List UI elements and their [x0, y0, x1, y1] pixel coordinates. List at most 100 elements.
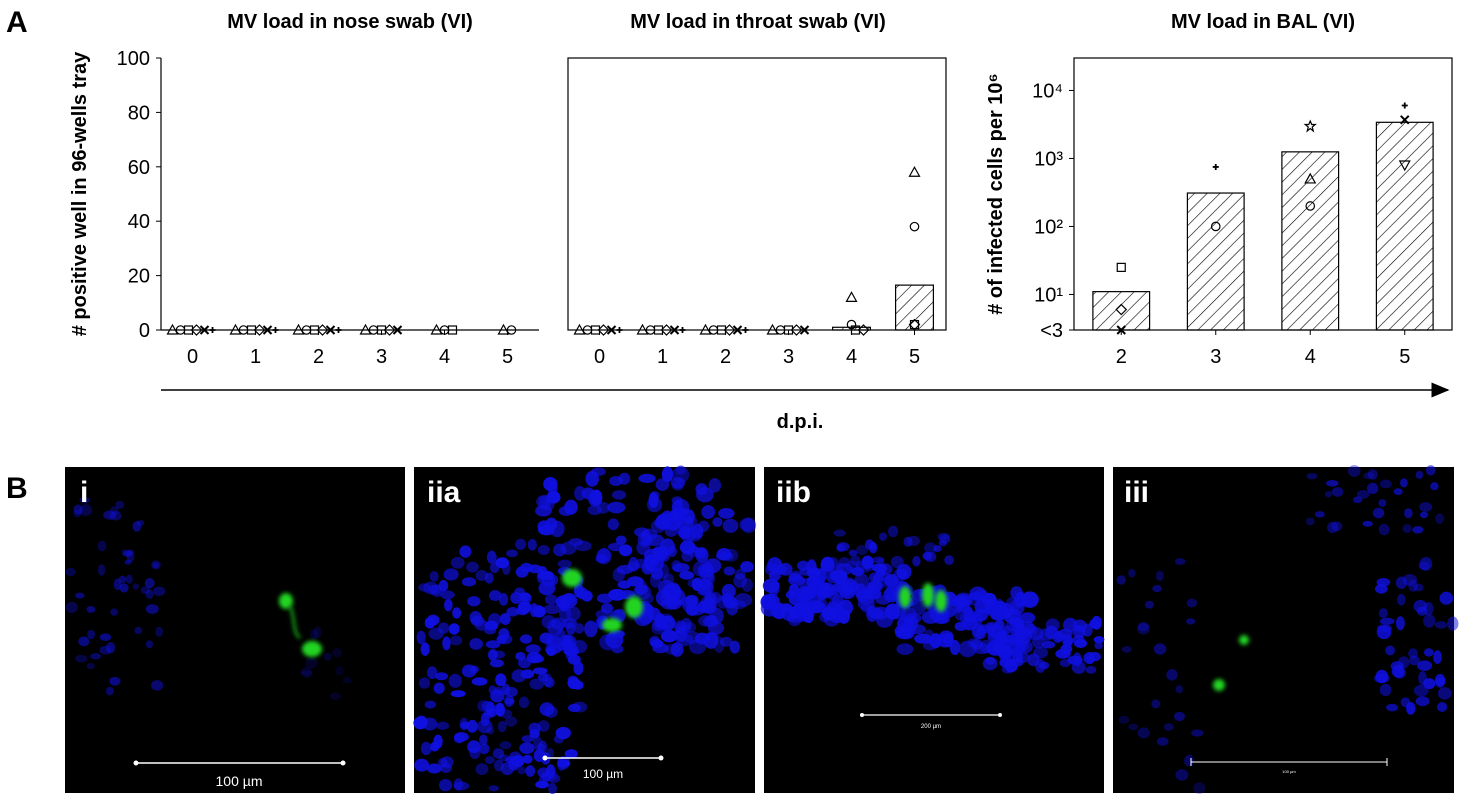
y-tick-label: 10³ — [1034, 148, 1063, 170]
x-tick-label: 4 — [846, 346, 857, 368]
y-tick-label: 80 — [128, 102, 150, 124]
data-point — [606, 325, 617, 335]
data-point — [1304, 172, 1317, 184]
x-ticks-bal: 2 3 4 5 — [1116, 330, 1410, 368]
plot-frame-bal — [1073, 57, 1453, 331]
micrograph-iii-nuclei — [1116, 465, 1459, 794]
chart-title-nose: MV load in nose swab (VI) — [227, 11, 473, 33]
micrograph-iii-scale-label: 100 µm — [1282, 769, 1296, 774]
data-point — [699, 323, 712, 335]
bars-bal — [1092, 121, 1434, 331]
y-axis-label-bal-text: # of infected cells per 10⁶ — [985, 73, 1007, 315]
chart-throat-swab: MV load in throat swab (VI) 0 1 2 3 4 5 — [567, 11, 947, 368]
chart-title-throat: MV load in throat swab (VI) — [630, 11, 886, 33]
data-point — [799, 325, 810, 335]
y-axis-label-swab: # positive well in 96-wells tray — [69, 51, 91, 336]
y-tick-label: 100 — [117, 48, 150, 70]
data-point — [1115, 303, 1128, 316]
data-point — [679, 327, 686, 333]
data-point — [1210, 221, 1221, 232]
data-point — [723, 324, 736, 336]
x-tick-label: 2 — [720, 346, 731, 368]
micrograph-i-scale-label: 100 µm — [216, 773, 263, 789]
x-tick-label: 2 — [313, 346, 324, 368]
bar — [1375, 121, 1434, 331]
plot-frame-throat — [567, 57, 947, 331]
micrograph-i-background — [65, 467, 405, 793]
data-point — [190, 324, 203, 336]
data-point — [1303, 119, 1317, 133]
data-point — [253, 324, 266, 336]
data-point — [597, 324, 610, 336]
bar — [1092, 291, 1151, 331]
micrograph-iib: iib 200 µm — [760, 467, 1105, 793]
x-tick-label: 5 — [1399, 346, 1410, 368]
data-point — [660, 324, 673, 336]
points-throat — [573, 166, 921, 336]
x-tick-label: 0 — [187, 346, 198, 368]
bar — [1281, 151, 1340, 331]
data-point — [316, 324, 329, 336]
y-ticks-bal: <3 10¹ 10² 10³ 10⁴ — [1032, 80, 1074, 342]
data-point — [669, 325, 680, 335]
chart-nose-swab: MV load in nose swab (VI) # positive wel… — [69, 11, 539, 368]
micrograph-iib-infected-cells — [899, 583, 947, 612]
x-tick-label: 4 — [439, 346, 450, 368]
panel-label-a: A — [6, 6, 28, 39]
y-axis-label-bal: # of infected cells per 10⁶ — [985, 73, 1007, 315]
micrograph-iib-nuclei — [760, 525, 1105, 674]
micrograph-iib-label: iib — [776, 476, 811, 509]
data-point — [766, 323, 779, 335]
x-tick-label: 4 — [1305, 346, 1316, 368]
data-point — [1398, 160, 1411, 172]
micrograph-iia-label: iia — [427, 476, 461, 509]
data-point — [909, 319, 920, 330]
data-point — [383, 324, 396, 336]
micrograph-i-label: i — [80, 476, 88, 509]
micrograph-iia-infected-cells — [562, 569, 643, 632]
micrograph-iib-scale-label: 200 µm — [921, 724, 941, 730]
y-tick-label: 0 — [139, 320, 150, 342]
x-tick-label: 1 — [657, 346, 668, 368]
data-point — [573, 323, 586, 335]
data-point — [909, 221, 920, 232]
x-ticks-nose: 0 1 2 3 4 5 — [187, 330, 513, 368]
x-tick-label: 5 — [502, 346, 513, 368]
x-tick-label: 3 — [1210, 346, 1221, 368]
x-ticks-throat: 0 1 2 3 4 5 — [594, 330, 920, 368]
y-tick-label: 10¹ — [1034, 284, 1063, 306]
micrograph-i: i 100 µm — [65, 467, 405, 793]
micrograph-i-infected-cells — [279, 593, 322, 657]
data-point — [1212, 163, 1219, 170]
bars-throat — [831, 284, 934, 331]
data-point — [908, 318, 921, 331]
y-tick-label: 60 — [128, 157, 150, 179]
micrograph-iii: iii 100 µm — [1113, 465, 1459, 794]
data-point — [1400, 115, 1410, 125]
y-tick-label: 10² — [1034, 216, 1063, 238]
data-point — [845, 291, 858, 302]
y-tick-label: 10⁴ — [1032, 80, 1063, 102]
chart-title-bal: MV load in BAL (VI) — [1171, 11, 1355, 33]
dpi-label: d.p.i. — [777, 411, 824, 433]
micrograph-iii-label: iii — [1124, 476, 1149, 509]
data-point — [732, 325, 743, 335]
y-ticks-nose: 0 20 40 60 80 100 — [117, 48, 161, 342]
y-tick-label: <3 — [1040, 320, 1063, 342]
data-point — [636, 323, 649, 335]
bar — [1186, 192, 1245, 331]
x-tick-label: 0 — [594, 346, 605, 368]
micrograph-iii-infected-cells — [1213, 635, 1249, 691]
x-tick-label: 1 — [250, 346, 261, 368]
x-tick-label: 3 — [783, 346, 794, 368]
data-point — [1401, 102, 1408, 109]
x-tick-label: 2 — [1116, 346, 1127, 368]
x-tick-label: 3 — [376, 346, 387, 368]
data-point — [908, 166, 921, 177]
micrograph-iii-background — [1113, 467, 1454, 793]
y-tick-label: 40 — [128, 211, 150, 233]
data-point — [1305, 201, 1316, 211]
data-point — [857, 324, 870, 336]
y-tick-label: 20 — [128, 266, 150, 288]
